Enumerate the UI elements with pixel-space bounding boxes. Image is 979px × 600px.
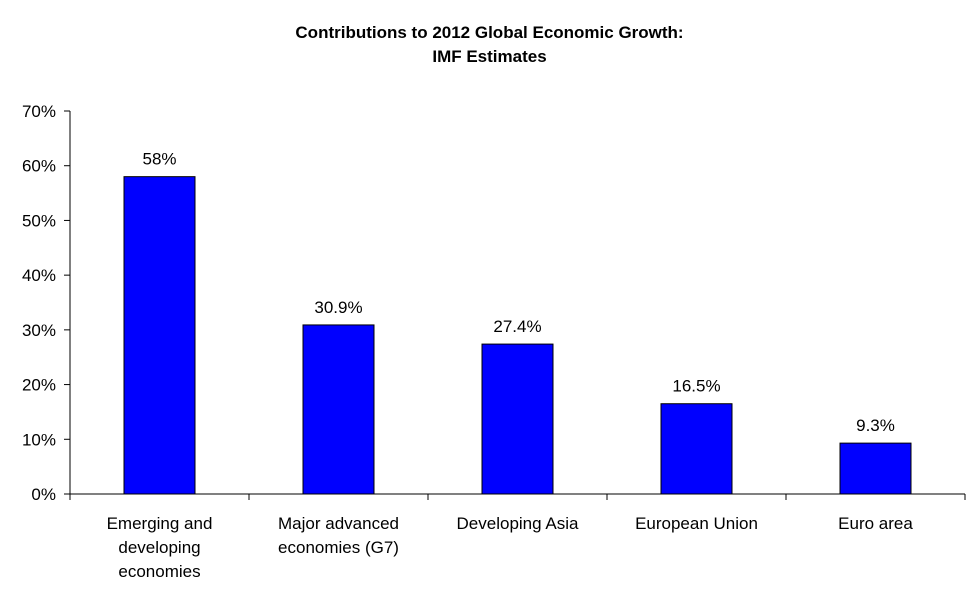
x-category-label: economies bbox=[118, 562, 200, 581]
data-labels: 58% 30.9% 27.4% 16.5% 9.3% bbox=[142, 150, 894, 435]
y-tick-label: 70% bbox=[22, 102, 56, 121]
y-tick-label: 0% bbox=[31, 485, 56, 504]
bar bbox=[481, 343, 554, 495]
y-axis: 0% 10% 20% 30% 40% 50% 60% 70% bbox=[22, 102, 71, 504]
bar-series bbox=[123, 176, 912, 495]
bar-value-label: 9.3% bbox=[856, 416, 895, 435]
x-category-label: developing bbox=[118, 538, 200, 557]
chart-title-line-2: IMF Estimates bbox=[432, 47, 547, 66]
bar bbox=[302, 324, 375, 495]
x-axis: Emerging and developing economies Major adv… bbox=[69, 493, 966, 581]
x-category-label: European Union bbox=[635, 514, 758, 533]
y-tick-label: 60% bbox=[22, 157, 56, 176]
bar-value-label: 58% bbox=[142, 150, 176, 169]
bar-value-label: 27.4% bbox=[493, 317, 541, 336]
bar-value-label: 30.9% bbox=[314, 298, 362, 317]
x-category-label: Developing Asia bbox=[457, 514, 579, 533]
chart-title-line-1: Contributions to 2012 Global Economic Gr… bbox=[295, 23, 684, 42]
bar-value-label: 16.5% bbox=[672, 377, 720, 396]
bar bbox=[660, 403, 733, 495]
bar bbox=[839, 442, 912, 495]
bar bbox=[123, 176, 196, 495]
y-tick-label: 50% bbox=[22, 211, 56, 230]
y-tick-label: 20% bbox=[22, 376, 56, 395]
x-category-label: Emerging and bbox=[107, 514, 213, 533]
x-category-label: economies (G7) bbox=[278, 538, 399, 557]
x-category-label: Major advanced bbox=[278, 514, 399, 533]
y-tick-label: 40% bbox=[22, 266, 56, 285]
y-tick-label: 30% bbox=[22, 321, 56, 340]
x-category-label: Euro area bbox=[838, 514, 913, 533]
y-tick-label: 10% bbox=[22, 430, 56, 449]
